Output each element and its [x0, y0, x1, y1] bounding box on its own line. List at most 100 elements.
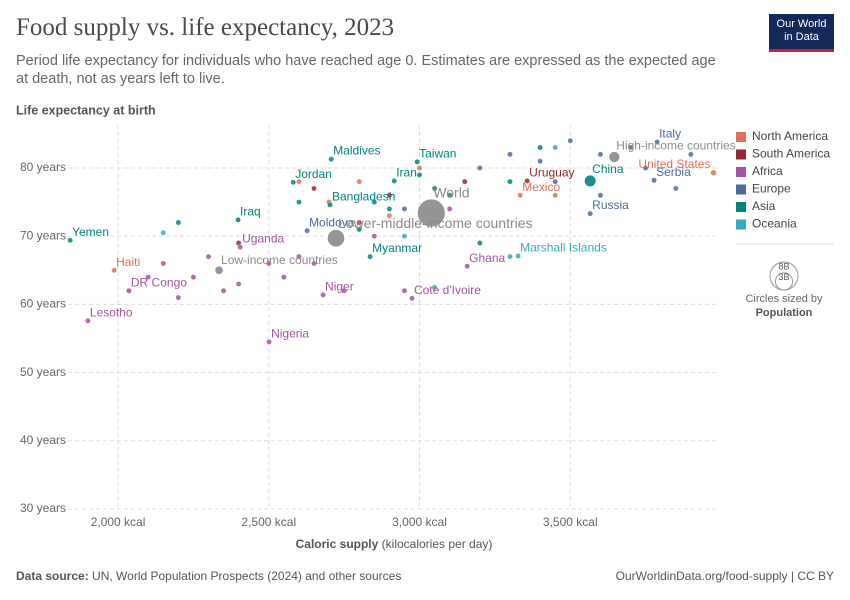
source-text: UN, World Population Prospects (2024) an…	[92, 569, 401, 583]
point-label: Ghana	[469, 251, 505, 265]
point	[524, 178, 530, 184]
point-label: Russia	[592, 198, 629, 212]
point	[597, 192, 604, 199]
point	[175, 219, 182, 226]
point	[477, 240, 483, 246]
point	[552, 144, 558, 151]
point-label: Low-income countries	[221, 253, 338, 267]
point	[583, 174, 597, 188]
legend-swatch	[736, 202, 746, 212]
point-label: Myanmar	[372, 241, 422, 255]
point	[673, 185, 679, 192]
y-tick-label: 50 years	[20, 365, 66, 379]
point	[311, 260, 317, 267]
point	[597, 151, 604, 158]
logo[interactable]: Our World in Data	[769, 14, 834, 52]
size-legend-label: 8B	[778, 261, 789, 271]
point	[446, 206, 453, 212]
x-tick-label: 3,000 kcal	[392, 515, 447, 529]
point	[627, 144, 634, 151]
point-label: Moldova	[309, 215, 355, 229]
y-tick-label: 70 years	[20, 228, 66, 242]
legend-label: South America	[752, 147, 830, 161]
size-legend-label: 3B	[778, 272, 789, 282]
point-label: Uruguay	[529, 166, 574, 180]
point	[431, 284, 438, 291]
point	[507, 178, 513, 185]
point	[507, 151, 513, 158]
point	[654, 139, 660, 145]
point	[517, 192, 523, 199]
point	[401, 287, 408, 294]
point	[367, 253, 373, 260]
point	[477, 165, 483, 171]
point-label: Cote d'Ivoire	[414, 283, 481, 297]
point	[235, 281, 242, 287]
point	[515, 253, 521, 259]
point	[296, 199, 302, 205]
legend-label: Oceania	[752, 217, 797, 231]
point-label: Niger	[325, 279, 354, 293]
point	[462, 178, 468, 185]
point	[356, 219, 362, 226]
point-label: World	[433, 185, 469, 201]
point	[552, 192, 558, 199]
point	[356, 178, 362, 185]
point	[290, 179, 296, 186]
point	[409, 295, 415, 301]
x-tick-label: 2,000 kcal	[91, 515, 146, 529]
y-tick-label: 40 years	[20, 433, 66, 447]
point	[205, 253, 212, 260]
y-tick-label: 80 years	[20, 160, 66, 174]
point-label: High-income countries	[616, 139, 735, 153]
point	[587, 210, 593, 217]
point-label: Iraq	[240, 204, 261, 218]
point	[642, 165, 649, 171]
point	[160, 260, 167, 267]
y-axis-label: Life expectancy at birth	[16, 103, 156, 117]
point	[311, 185, 317, 192]
point	[386, 206, 393, 212]
point-label: Italy	[659, 127, 681, 141]
legend-label: Europe	[752, 182, 791, 196]
point-label: Lower-middle-income countries	[338, 215, 533, 231]
size-legend-circle	[774, 272, 794, 291]
point	[175, 294, 182, 301]
url[interactable]: OurWorldinData.org/food-supply | CC BY	[616, 569, 834, 583]
logo-line: in Data	[784, 31, 819, 43]
point	[464, 263, 470, 269]
point	[111, 267, 117, 274]
point-label: Jordan	[295, 167, 332, 181]
point-label: Nigeria	[271, 326, 309, 340]
point-label: DR Congo	[131, 275, 187, 289]
x-tick-label: 2,500 kcal	[241, 515, 296, 529]
legend-swatch	[736, 167, 746, 177]
point	[401, 233, 408, 239]
point	[296, 178, 302, 185]
point-label: Mexico	[522, 180, 560, 194]
point	[416, 198, 446, 228]
point	[266, 260, 272, 267]
source-label: Data source:	[16, 569, 89, 583]
point-label: Bangladesh	[332, 189, 395, 203]
point	[304, 227, 310, 234]
point	[235, 217, 241, 223]
point-label: Lesotho	[90, 305, 133, 319]
point	[537, 144, 543, 151]
legend-label: Africa	[752, 164, 783, 178]
point	[552, 178, 558, 185]
point-label: Taiwan	[419, 146, 456, 160]
chart-subtitle: Period life expectancy for individuals w…	[16, 53, 716, 87]
y-tick-label: 30 years	[20, 501, 66, 515]
source: Data source: UN, World Population Prospe…	[16, 569, 401, 583]
point	[145, 274, 151, 280]
point-label: Haiti	[116, 255, 140, 269]
legend-swatch	[736, 184, 746, 195]
point	[214, 265, 224, 275]
point	[266, 339, 272, 345]
point	[220, 287, 227, 294]
logo-line: Our World	[776, 18, 827, 30]
point-label: Uganda	[242, 232, 284, 246]
y-tick-label: 60 years	[20, 297, 66, 311]
